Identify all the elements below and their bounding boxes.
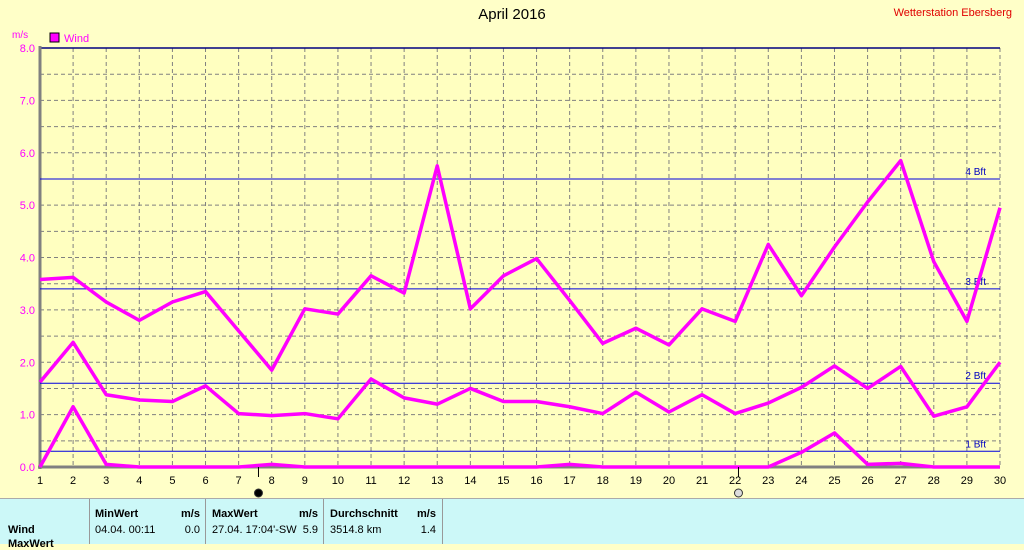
min-column: MinWert m/s 04.04. 00:11 0.0 [89,499,206,544]
y-tick-label: 3.0 [20,305,35,317]
avg-header: Durchschnitt [330,508,398,520]
y-tick-label: 5.0 [20,200,35,212]
x-tick-label: 14 [464,475,476,487]
y-tick-label: 6.0 [20,148,35,160]
x-tick-label: 7 [236,475,242,487]
x-tick-label: 21 [696,475,708,487]
x-tick-label: 22 [729,475,741,487]
row-label-maxwert: MaxWert [8,538,54,550]
max-column: MaxWert m/s 27.04. 17:04'-SW 5.9 [205,499,324,544]
y-tick-label: 7.0 [20,95,35,107]
x-tick-label: 12 [398,475,410,487]
legend-label: Wind [64,33,89,45]
x-tick-label: 11 [365,475,376,487]
avg-value: 1.4 [421,524,436,536]
full-moon-icon [734,489,742,497]
beaufort-label: 4 Bft [965,167,986,178]
max-header: MaxWert [212,508,258,520]
x-tick-label: 20 [663,475,675,487]
x-tick-label: 9 [302,475,308,487]
x-tick-label: 27 [895,475,907,487]
x-tick-label: 24 [795,475,807,487]
max-value: 5.9 [303,524,318,536]
min-time: 04.04. 00:11 [95,524,155,536]
x-tick-label: 4 [136,475,142,487]
y-tick-label: 2.0 [20,357,35,369]
x-tick-label: 2 [70,475,76,487]
x-tick-label: 6 [202,475,208,487]
avg-column: Durchschnitt m/s 3514.8 km 1.4 [323,499,443,544]
row-label-wind: Wind [8,524,35,536]
avg-distance: 3514.8 km [330,524,381,536]
x-tick-label: 5 [169,475,175,487]
y-tick-label: 0.0 [20,462,35,474]
x-tick-label: 18 [597,475,609,487]
min-value: 0.0 [185,524,200,536]
x-tick-label: 13 [431,475,443,487]
y-tick-label: 1.0 [20,410,35,422]
x-tick-label: 17 [564,475,576,487]
y-tick-label: 8.0 [20,43,35,55]
y-tick-label: 4.0 [20,253,35,265]
y-axis-unit: m/s [12,30,28,41]
min-unit: m/s [181,508,200,520]
min-header: MinWert [95,508,138,520]
x-tick-label: 26 [861,475,873,487]
max-unit: m/s [299,508,318,520]
x-tick-label: 28 [928,475,940,487]
x-tick-label: 30 [994,475,1006,487]
x-tick-label: 29 [961,475,973,487]
x-tick-label: 10 [332,475,344,487]
max-time: 27.04. 17:04'-SW [212,524,297,536]
new-moon-icon [254,489,262,497]
beaufort-label: 2 Bft [965,371,986,382]
avg-unit: m/s [417,508,436,520]
x-tick-label: 15 [497,475,509,487]
legend-swatch [50,33,59,42]
summary-panel: Wind MaxWert MinWert m/s 04.04. 00:11 0.… [0,498,1024,544]
x-tick-label: 16 [530,475,542,487]
x-tick-label: 8 [269,475,275,487]
beaufort-label: 1 Bft [965,439,986,450]
x-tick-label: 1 [37,475,43,487]
x-tick-label: 19 [630,475,642,487]
x-tick-label: 25 [828,475,840,487]
x-tick-label: 23 [762,475,774,487]
x-tick-label: 3 [103,475,109,487]
